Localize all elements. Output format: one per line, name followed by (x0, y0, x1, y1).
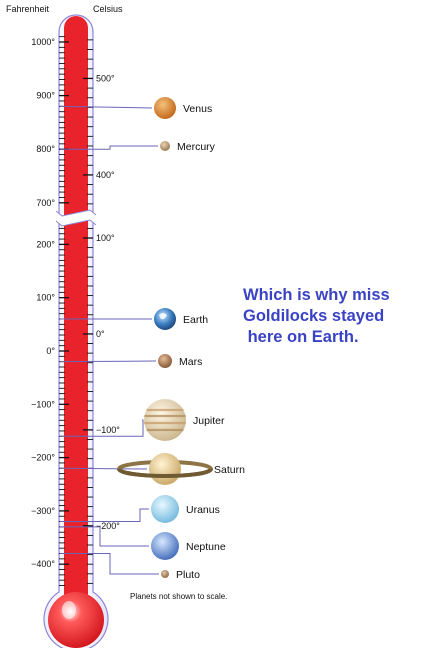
celsius-tick-label: −200° (96, 521, 120, 531)
planet-saturn: Saturn (117, 453, 245, 485)
fahrenheit-tick-label: 200° (36, 239, 55, 249)
leader-line (59, 467, 148, 470)
planet-markers: Venus Mercury Earth Mars Jupiter Saturn Uranus… (117, 97, 245, 581)
celsius-scale: 500° 400° 100° 0° −100° −200° (96, 73, 120, 530)
scale-note: Planets not shown to scale. (130, 592, 228, 601)
leader-line (60, 145, 158, 150)
planet-label: Venus (183, 103, 212, 115)
mars-icon (158, 354, 172, 368)
leader-line (60, 508, 149, 523)
fahrenheit-scale: 1000° 900° 800° 700° 200° 100° 0° −100° −200° −30… (31, 37, 55, 569)
fahrenheit-tick-label: 0° (46, 346, 55, 356)
celsius-tick-label: −100° (96, 425, 120, 435)
mercury-icon (160, 141, 170, 151)
celsius-tick-label: 0° (96, 329, 105, 339)
leader-line (59, 360, 157, 363)
fahrenheit-tick-label: −200° (31, 453, 55, 463)
leader-line (60, 526, 149, 547)
celsius-tick-label: 100° (96, 233, 115, 243)
planet-mars: Mars (158, 354, 202, 368)
pluto-icon (161, 570, 169, 578)
leader-line (59, 105, 153, 109)
fahrenheit-tick-label: 900° (36, 91, 55, 101)
planet-label: Mars (179, 356, 202, 368)
caption-line: Which is why miss (243, 286, 390, 304)
planet-jupiter: Jupiter (144, 399, 225, 441)
leader-line (60, 419, 144, 437)
jupiter-icon (144, 399, 186, 441)
planet-pluto: Pluto (161, 569, 200, 581)
planet-earth: Earth (154, 308, 208, 330)
planet-mercury: Mercury (160, 141, 216, 153)
planet-leader-lines (59, 105, 159, 575)
planet-label: Earth (183, 314, 208, 326)
caption-line: here on Earth. (243, 328, 359, 346)
leader-line (60, 553, 159, 575)
planet-neptune: Neptune (151, 532, 226, 560)
planet-uranus: Uranus (151, 495, 220, 523)
earth-icon (154, 308, 176, 330)
planet-label: Pluto (176, 569, 200, 581)
caption: Which is why miss Goldilocks stayed here… (243, 285, 423, 348)
planet-venus: Venus (154, 97, 212, 119)
mercury-column (64, 28, 88, 598)
fahrenheit-tick-label: 100° (36, 293, 55, 303)
thermometer-bulb (48, 592, 104, 648)
scale-break (54, 209, 98, 227)
venus-icon (154, 97, 176, 119)
planet-label: Uranus (186, 504, 220, 516)
fahrenheit-tick-label: −300° (31, 506, 55, 516)
planet-label: Mercury (177, 141, 216, 153)
caption-line: Goldilocks stayed (243, 307, 385, 325)
planet-label: Saturn (214, 464, 245, 476)
uranus-icon (151, 495, 179, 523)
celsius-label: Celsius (93, 4, 123, 14)
fahrenheit-tick-label: 800° (36, 144, 55, 154)
fahrenheit-tick-label: 700° (36, 198, 55, 208)
fahrenheit-tick-label: −400° (31, 559, 55, 569)
celsius-tick-label: 400° (96, 170, 115, 180)
saturn-icon (149, 453, 181, 485)
celsius-tick-label: 500° (96, 73, 115, 83)
planet-label: Neptune (186, 541, 226, 553)
fahrenheit-tick-label: −100° (31, 399, 55, 409)
neptune-icon (151, 532, 179, 560)
fahrenheit-label: Fahrenheit (6, 4, 50, 14)
planet-label: Jupiter (193, 415, 225, 427)
fahrenheit-tick-label: 1000° (31, 37, 55, 47)
